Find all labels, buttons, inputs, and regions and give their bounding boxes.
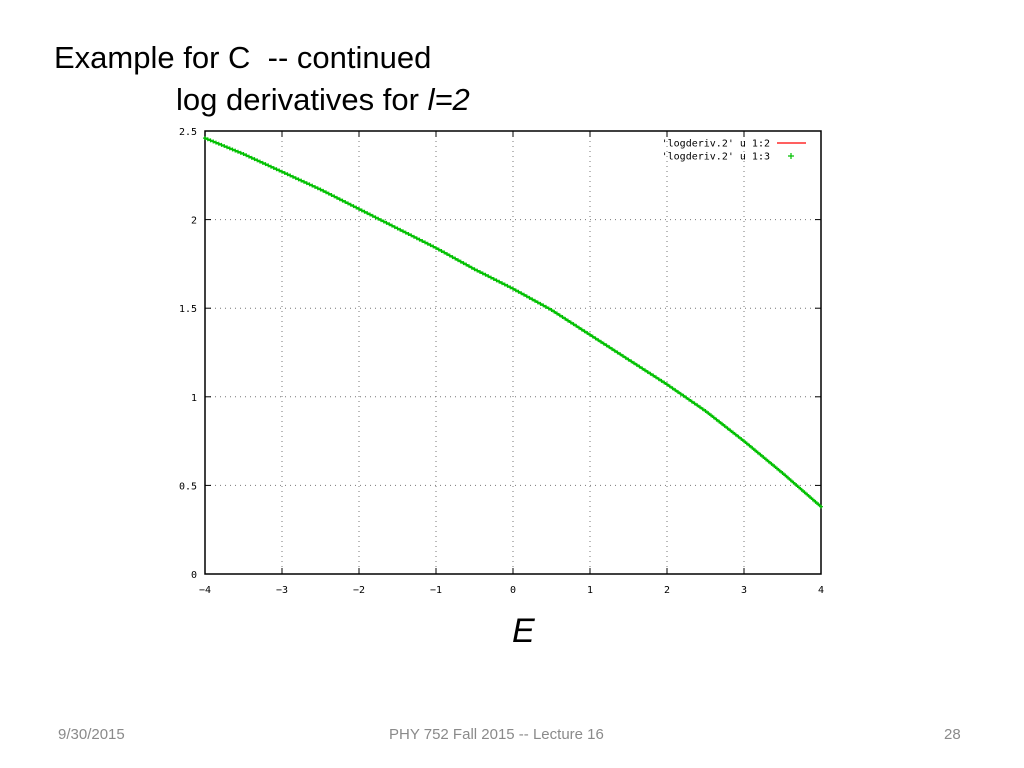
x-tick-label: −4	[199, 585, 211, 596]
x-tick-label: 1	[587, 585, 593, 596]
x-tick-label: −1	[430, 585, 442, 596]
series-trace	[204, 137, 822, 508]
x-tick-label: 4	[818, 585, 824, 596]
legend: 'logderiv.2' u 1:2 'logderiv.2' u 1:3	[662, 139, 806, 163]
slide-subtitle: log derivatives for l=2	[176, 80, 470, 120]
legend-label: 'logderiv.2' u 1:2	[662, 139, 770, 150]
plot-frame	[204, 130, 822, 575]
slide-title: Example for C -- continued	[54, 40, 432, 75]
x-tick-label: −3	[276, 585, 288, 596]
y-tick-label: 2	[191, 216, 197, 227]
y-tick-label: 0.5	[179, 481, 197, 492]
series-layer	[203, 136, 823, 509]
x-axis-ticks: −4 −3 −2 −1 0 1 2 3 4	[199, 131, 824, 596]
x-tick-label: −2	[353, 585, 365, 596]
subtitle-prefix: log derivatives for	[176, 82, 428, 117]
y-tick-label: 1.5	[179, 304, 197, 315]
footer-course: PHY 752 Fall 2015 -- Lecture 16	[389, 726, 604, 743]
footer-page-number: 28	[944, 726, 961, 743]
footer-date: 9/30/2015	[58, 726, 125, 743]
x-tick-label: 0	[510, 585, 516, 596]
legend-point-sample	[788, 153, 794, 159]
x-axis-label: E	[512, 612, 535, 650]
y-tick-label: 0	[191, 570, 197, 581]
legend-label: 'logderiv.2' u 1:3	[662, 152, 770, 163]
y-tick-label: 1	[191, 393, 197, 404]
subtitle-variable: l=2	[427, 82, 470, 117]
x-tick-label: 3	[741, 585, 747, 596]
x-tick-label: 2	[664, 585, 670, 596]
grid-lines	[205, 131, 821, 574]
y-axis-ticks: 0 0.5 1 1.5 2 2.5	[179, 127, 821, 581]
series-points	[203, 136, 823, 509]
y-tick-label: 2.5	[179, 127, 197, 138]
